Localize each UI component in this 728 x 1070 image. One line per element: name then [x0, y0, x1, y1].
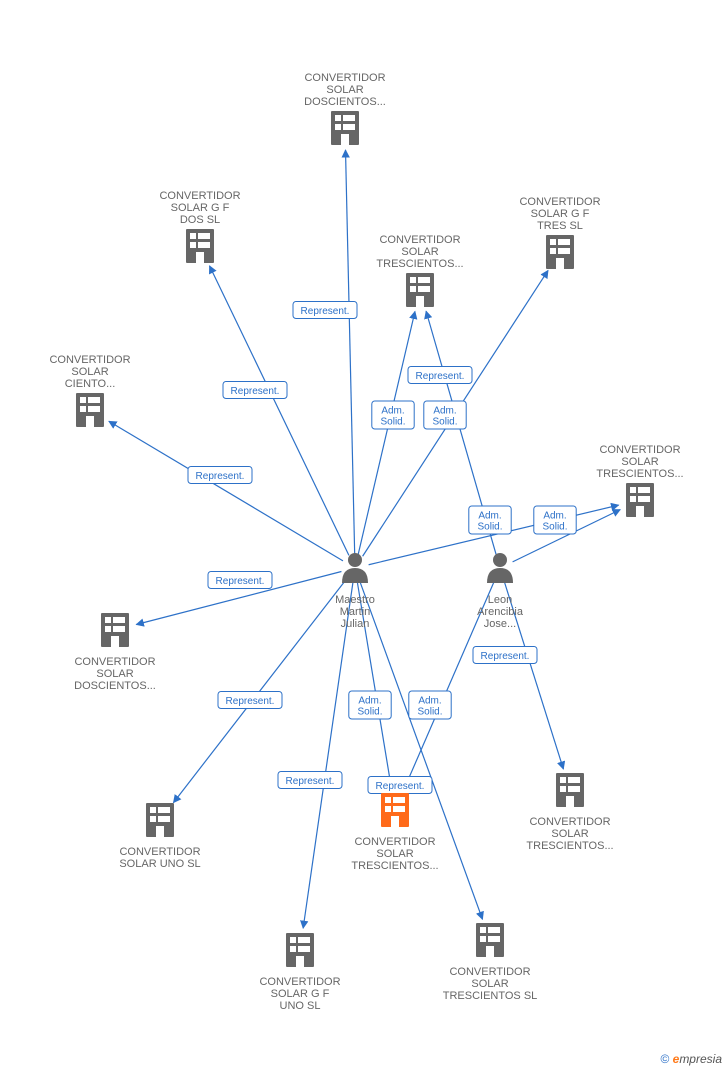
- edge-label: Adm.: [358, 695, 381, 706]
- edge-label: Represent.: [231, 386, 280, 397]
- node-label: CONVERTIDOR: [74, 656, 155, 668]
- building-node[interactable]: CONVERTIDORSOLAR G FDOS SL: [159, 190, 240, 263]
- building-icon: [546, 235, 574, 269]
- network-diagram: Represent.Represent.Adm.Solid.Adm.Solid.…: [0, 0, 728, 1070]
- edge-label: Solid.: [477, 521, 502, 532]
- building-node[interactable]: CONVERTIDORSOLAR UNO SL: [119, 803, 200, 870]
- node-label: CONVERTIDOR: [119, 846, 200, 858]
- node-label: CIENTO...: [65, 378, 116, 390]
- building-icon: [556, 773, 584, 807]
- building-node[interactable]: CONVERTIDORSOLARDOSCIENTOS...: [304, 72, 386, 145]
- node-label: CONVERTIDOR: [354, 836, 435, 848]
- copyright-symbol: ©: [660, 1052, 669, 1066]
- edge-label: Represent.: [376, 781, 425, 792]
- node-label: TRES SL: [537, 220, 583, 232]
- node-label: CONVERTIDOR: [529, 816, 610, 828]
- node-label: SOLAR: [96, 668, 133, 680]
- edge-label: Adm.: [418, 695, 441, 706]
- node-label: CONVERTIDOR: [449, 966, 530, 978]
- building-icon: [406, 273, 434, 307]
- building-icon: [146, 803, 174, 837]
- edge: [109, 421, 343, 561]
- node-label: TRESCIENTOS SL: [443, 990, 538, 1002]
- node-label: SOLAR: [326, 84, 363, 96]
- node-label: Arencibia: [477, 606, 524, 618]
- node-label: CONVERTIDOR: [599, 444, 680, 456]
- edge: [303, 582, 353, 928]
- node-label: CONVERTIDOR: [304, 72, 385, 84]
- node-label: Julian: [341, 618, 370, 630]
- edge-label: Represent.: [301, 306, 350, 317]
- building-node[interactable]: CONVERTIDORSOLARCIENTO...: [49, 354, 130, 427]
- node-label: SOLAR G F: [531, 208, 590, 220]
- brand-rest: mpresia: [679, 1052, 722, 1066]
- edge-label: Represent.: [216, 576, 265, 587]
- node-label: DOSCIENTOS...: [74, 680, 156, 692]
- node-label: SOLAR: [376, 848, 413, 860]
- building-node[interactable]: CONVERTIDORSOLARTRESCIENTOS...: [351, 793, 438, 872]
- building-icon: [186, 229, 214, 263]
- node-label: SOLAR G F: [171, 202, 230, 214]
- node-label: SOLAR: [551, 828, 588, 840]
- building-node[interactable]: CONVERTIDORSOLARTRESCIENTOS...: [376, 234, 463, 307]
- node-label: Leon: [488, 594, 512, 606]
- building-node[interactable]: CONVERTIDORSOLARTRESCIENTOS...: [596, 444, 683, 517]
- node-label: UNO SL: [280, 1000, 321, 1012]
- node-label: DOSCIENTOS...: [304, 96, 386, 108]
- building-node[interactable]: CONVERTIDORSOLAR G FUNO SL: [259, 933, 340, 1012]
- edge-label: Adm.: [381, 405, 404, 416]
- node-label: CONVERTIDOR: [519, 196, 600, 208]
- node-label: SOLAR: [71, 366, 108, 378]
- edge-label: Solid.: [417, 706, 442, 717]
- node-label: SOLAR: [401, 246, 438, 258]
- node-label: Martin: [340, 606, 371, 618]
- edge: [345, 150, 354, 554]
- node-label: TRESCIENTOS...: [596, 468, 683, 480]
- person-icon: [342, 553, 368, 583]
- person-node[interactable]: LeonArencibiaJose...: [477, 553, 524, 630]
- building-node[interactable]: CONVERTIDORSOLARDOSCIENTOS...: [74, 613, 156, 692]
- building-icon: [76, 393, 104, 427]
- building-node[interactable]: CONVERTIDORSOLARTRESCIENTOS SL: [443, 923, 538, 1002]
- edge-label: Solid.: [357, 706, 382, 717]
- edge-label: Adm.: [478, 510, 501, 521]
- building-node[interactable]: CONVERTIDORSOLARTRESCIENTOS...: [526, 773, 613, 852]
- edge-label: Solid.: [542, 521, 567, 532]
- edge: [358, 311, 415, 554]
- node-label: TRESCIENTOS...: [351, 860, 438, 872]
- person-icon: [487, 553, 513, 583]
- building-node[interactable]: CONVERTIDORSOLAR G FTRES SL: [519, 196, 600, 269]
- node-label: Maestro: [335, 594, 375, 606]
- node-label: SOLAR G F: [271, 988, 330, 1000]
- edge-label: Represent.: [416, 371, 465, 382]
- edge-label: Represent.: [286, 776, 335, 787]
- building-icon: [331, 111, 359, 145]
- copyright-credit: © empresia: [660, 1052, 722, 1066]
- building-icon: [626, 483, 654, 517]
- node-label: CONVERTIDOR: [259, 976, 340, 988]
- node-label: SOLAR: [621, 456, 658, 468]
- building-icon: [476, 923, 504, 957]
- node-label: TRESCIENTOS...: [376, 258, 463, 270]
- node-label: Jose...: [484, 618, 516, 630]
- building-icon: [286, 933, 314, 967]
- edge-label: Solid.: [380, 416, 405, 427]
- node-label: CONVERTIDOR: [159, 190, 240, 202]
- node-label: SOLAR UNO SL: [119, 858, 200, 870]
- node-label: DOS SL: [180, 214, 220, 226]
- building-icon: [381, 793, 409, 827]
- edge-label: Adm.: [433, 405, 456, 416]
- edge-label: Represent.: [226, 696, 275, 707]
- edge-label: Adm.: [543, 510, 566, 521]
- node-label: CONVERTIDOR: [379, 234, 460, 246]
- node-label: CONVERTIDOR: [49, 354, 130, 366]
- edge: [173, 579, 346, 803]
- edge-label: Solid.: [432, 416, 457, 427]
- edge-label: Represent.: [481, 651, 530, 662]
- edge-label: Represent.: [196, 471, 245, 482]
- node-label: SOLAR: [471, 978, 508, 990]
- building-icon: [101, 613, 129, 647]
- node-label: TRESCIENTOS...: [526, 840, 613, 852]
